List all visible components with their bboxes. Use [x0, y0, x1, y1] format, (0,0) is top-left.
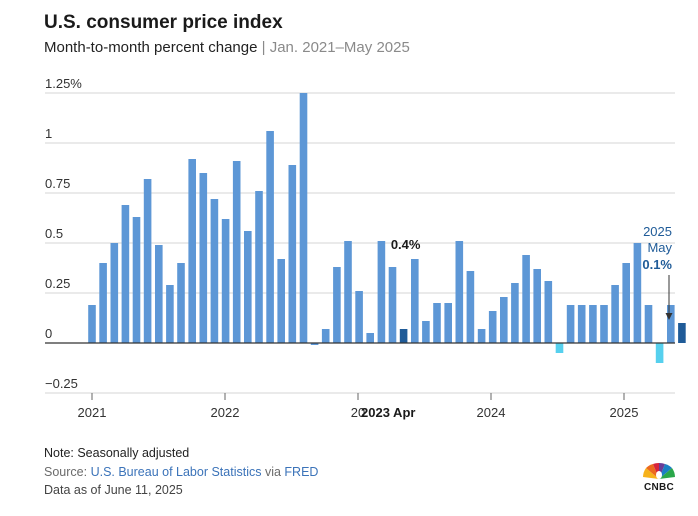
bar — [555, 343, 564, 353]
bar — [388, 267, 397, 343]
bar — [500, 297, 508, 343]
bar — [110, 243, 119, 343]
subtitle-main: Month-to-month percent change — [44, 39, 258, 56]
y-tick-label: 0.25 — [45, 276, 70, 291]
bar — [266, 131, 274, 343]
x-tick-label: 2025 — [610, 405, 639, 420]
y-tick-label: 1.25% — [45, 76, 82, 91]
peacock-icon — [643, 462, 675, 479]
x-tick-label: 20 — [351, 405, 365, 420]
bar — [655, 343, 664, 363]
bar — [199, 173, 208, 343]
bar — [277, 259, 285, 343]
bar — [166, 285, 174, 343]
bar — [244, 231, 252, 343]
bar — [444, 303, 452, 343]
bar — [466, 271, 475, 343]
bar — [355, 291, 363, 343]
source-prefix: Source: — [44, 465, 91, 479]
footer-source: Source: U.S. Bureau of Labor Statistics … — [44, 465, 318, 479]
bar — [633, 243, 642, 343]
source-db-link[interactable]: FRED — [284, 465, 319, 479]
bar — [188, 159, 196, 343]
subtitle-range: Jan. 2021–May 2025 — [269, 39, 410, 56]
bar — [544, 281, 553, 343]
annotation-value: 0.4% — [391, 237, 421, 252]
bar — [667, 305, 675, 343]
bar — [121, 205, 130, 343]
bar — [488, 311, 497, 343]
y-tick-label: 0.75 — [45, 176, 70, 191]
bar — [255, 191, 263, 343]
bar — [321, 329, 330, 343]
bar — [577, 305, 586, 343]
bar — [678, 323, 686, 343]
bar — [155, 245, 163, 343]
bar — [221, 219, 230, 343]
y-tick-label: −0.25 — [45, 376, 78, 391]
bar — [622, 263, 630, 343]
bar — [433, 303, 441, 343]
chart-title: U.S. consumer price index — [44, 12, 283, 33]
bar — [422, 321, 430, 343]
bar — [411, 259, 419, 343]
bar — [288, 165, 297, 343]
end-label-value: 0.1% — [642, 257, 672, 272]
bar — [210, 199, 219, 343]
highlight-axis-label: 2023 Apr — [361, 405, 415, 420]
chart-subtitle: Month-to-month percent change | Jan. 202… — [44, 39, 410, 56]
footer-as-of: Data as of June 11, 2025 — [44, 483, 183, 497]
footer-note: Note: Seasonally adjusted — [44, 446, 190, 460]
bar — [399, 329, 408, 343]
bar — [455, 241, 464, 343]
bar — [99, 263, 107, 343]
bar — [566, 305, 575, 343]
subtitle-separator: | — [257, 39, 270, 56]
bar — [333, 267, 341, 343]
bar — [88, 305, 96, 343]
bar — [310, 343, 319, 345]
bar — [611, 285, 619, 343]
bar — [522, 255, 530, 343]
bar — [511, 283, 519, 343]
y-tick-label: 1 — [45, 126, 52, 141]
bar — [366, 333, 374, 343]
end-label-year: 2025 — [643, 224, 672, 239]
bar — [299, 93, 308, 343]
bar — [533, 269, 541, 343]
cnbc-logo: CNBC — [636, 455, 682, 495]
bar — [344, 241, 352, 343]
source-via: via — [261, 465, 285, 479]
bar — [477, 329, 486, 343]
x-tick-label: 2024 — [477, 405, 506, 420]
bar — [600, 305, 608, 343]
x-tick-label: 2021 — [78, 405, 107, 420]
bar — [177, 263, 185, 343]
end-label-month: May — [647, 240, 672, 255]
x-tick-label: 2022 — [211, 405, 240, 420]
annotation-arrow-head — [665, 313, 673, 320]
bar — [132, 217, 141, 343]
bar — [644, 305, 653, 343]
source-org-link[interactable]: U.S. Bureau of Labor Statistics — [90, 465, 262, 479]
logo-text: CNBC — [643, 482, 675, 493]
y-tick-label: 0.5 — [45, 226, 63, 241]
bar — [143, 179, 152, 343]
bar — [377, 241, 386, 343]
bar — [589, 305, 597, 343]
y-tick-label: 0 — [45, 326, 52, 341]
bar — [232, 161, 241, 343]
